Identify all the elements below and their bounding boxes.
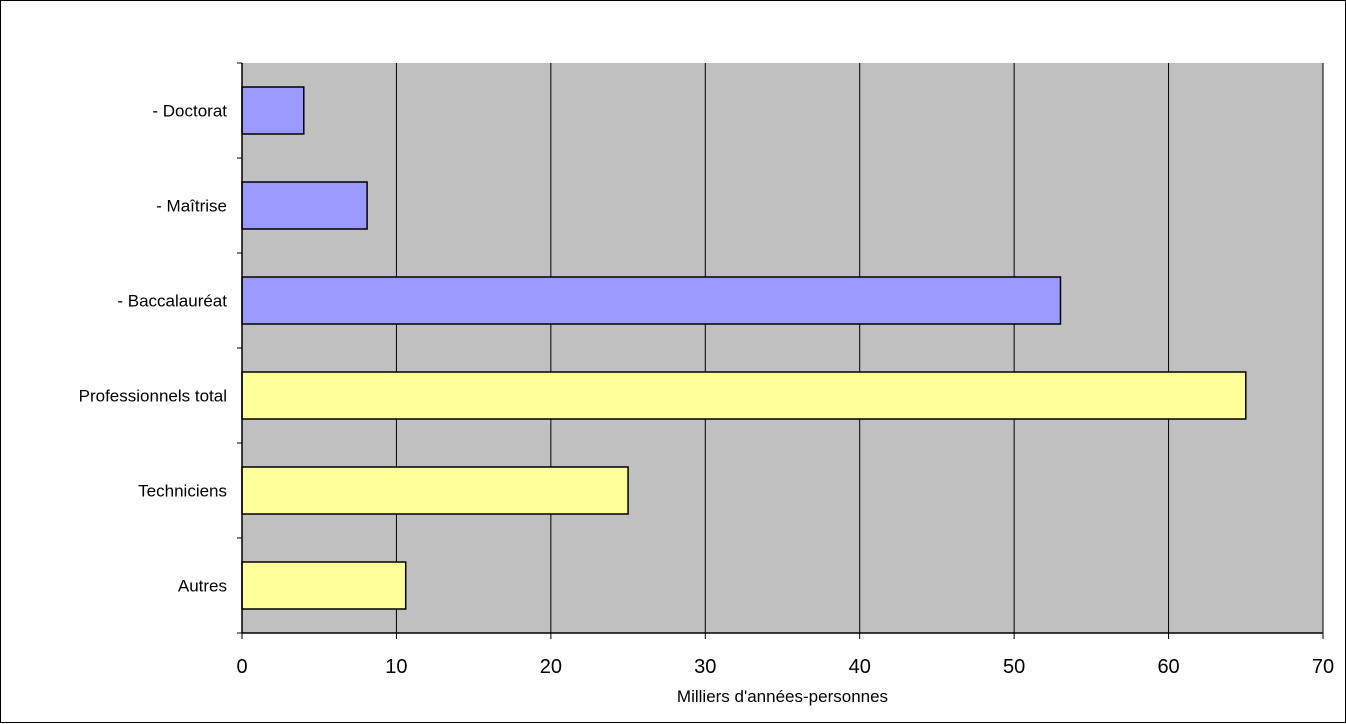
bar (241, 466, 629, 515)
bar (241, 181, 368, 230)
category-label: - Doctorat (152, 102, 227, 121)
x-tick-label: 70 (1312, 656, 1334, 678)
x-tick-label: 30 (694, 656, 716, 678)
x-tick-label: 60 (1157, 656, 1179, 678)
category-label: - Maîtrise (156, 197, 227, 216)
category-label: Techniciens (138, 482, 227, 501)
x-tick-labels: 0 10 20 30 40 50 60 70 (236, 656, 1334, 678)
x-axis-title: Milliers d'années-personnes (677, 687, 888, 706)
x-tick-label: 10 (385, 656, 407, 678)
x-tick-label: 20 (540, 656, 562, 678)
x-tick-label: 50 (1003, 656, 1025, 678)
grid-lines (395, 63, 1324, 633)
category-label: Professionnels total (79, 387, 227, 406)
bar (241, 371, 1247, 420)
plot-area (242, 63, 1323, 633)
x-tick-label: 40 (849, 656, 871, 678)
bar (241, 276, 1062, 325)
bars (241, 86, 1247, 610)
category-label: - Baccalauréat (117, 292, 227, 311)
category-labels: - Doctorat - Maîtrise - Baccalauréat Profes… (79, 102, 228, 596)
bar (241, 86, 305, 135)
axes (237, 62, 1324, 639)
category-label: Autres (178, 577, 227, 596)
bar (241, 561, 407, 610)
x-tick-label: 0 (236, 656, 247, 678)
